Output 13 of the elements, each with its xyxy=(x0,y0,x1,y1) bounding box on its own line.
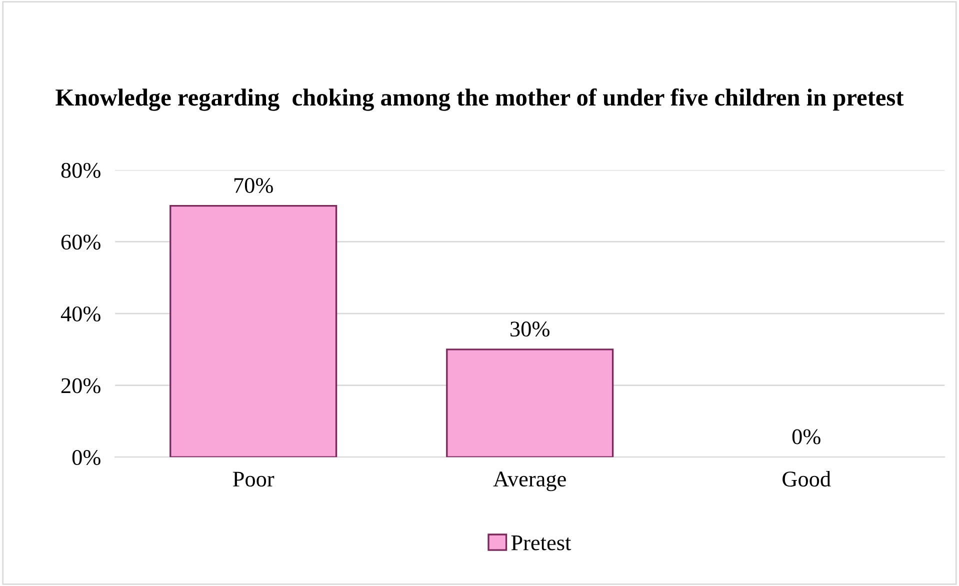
x-tick-label: Poor xyxy=(232,472,274,487)
y-tick-label: 80% xyxy=(61,162,100,178)
x-tick-label: Good xyxy=(782,470,831,487)
y-tick-label: 60% xyxy=(61,234,100,250)
y-tick-label: 20% xyxy=(61,378,100,394)
chart-title: Knowledge regarding choking among the mother of under five children in pretest xyxy=(56,88,904,111)
y-tick-label: 40% xyxy=(60,306,100,322)
data-label: 70% xyxy=(234,178,273,194)
data-label: 0% xyxy=(792,429,820,444)
legend-label: Pretest xyxy=(511,536,572,550)
y-tick-label: 0% xyxy=(72,450,100,466)
x-tick-label: Average xyxy=(493,472,566,492)
data-label: 30% xyxy=(510,322,550,337)
